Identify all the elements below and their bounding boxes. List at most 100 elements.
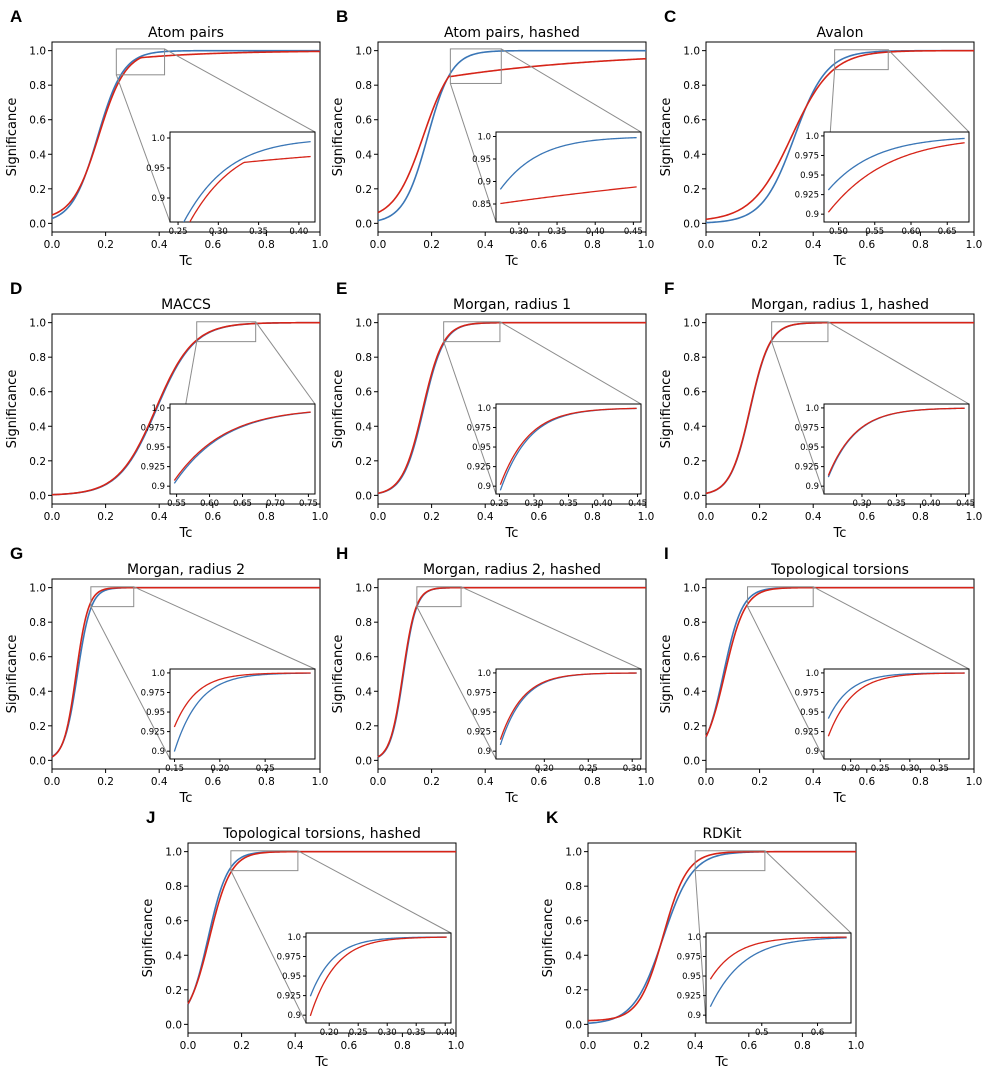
y-tick-label: 0.4 bbox=[683, 149, 700, 161]
inset-x-tick-label: 0.35 bbox=[548, 227, 567, 237]
y-axis-label: Significance bbox=[5, 370, 20, 449]
inset-x-tick-label: 0.70 bbox=[266, 499, 285, 509]
inset-x-tick-label: 0.65 bbox=[938, 227, 957, 237]
y-tick-label: 1.0 bbox=[29, 318, 46, 330]
zoom-connector bbox=[133, 586, 316, 670]
x-tick-label: 1.0 bbox=[848, 1040, 865, 1052]
x-axis-label: Tc bbox=[715, 1055, 729, 1070]
panel-letter: I bbox=[664, 544, 669, 563]
x-tick-label: 0.8 bbox=[912, 511, 929, 523]
series-blue bbox=[377, 49, 646, 222]
x-tick-label: 0.2 bbox=[97, 511, 114, 523]
inset-axes: 0.50 0.55 0.60 0.65 0.9 0.925 0.95 0.975 1.0 bbox=[795, 131, 970, 237]
x-tick-label: 0.4 bbox=[805, 239, 822, 251]
y-tick-label: 0.8 bbox=[355, 617, 372, 629]
y-tick-label: 0.2 bbox=[683, 721, 700, 733]
inset-y-tick-label: 0.9 bbox=[477, 747, 491, 757]
inset-series-blue bbox=[499, 136, 637, 190]
x-axis-label: Tc bbox=[179, 791, 193, 806]
inset-y-tick-label: 0.95 bbox=[800, 708, 819, 718]
panel-d: D MACCS 0.0 0.2 0.4 0.6 0.8 1.0 0.0 0.2 0.4 0.6 0.8 1… bbox=[5, 279, 328, 541]
x-tick-label: 0.6 bbox=[530, 511, 547, 523]
panel-h: H Morgan, radius 2, hashed 0.0 0.2 0.4 0.6 0.8… bbox=[331, 544, 654, 806]
inset-series-red bbox=[189, 155, 311, 222]
axes-frame bbox=[587, 842, 857, 1034]
y-tick-label: 0.4 bbox=[355, 686, 372, 698]
x-axis-label: Tc bbox=[833, 791, 847, 806]
zoom-connector bbox=[812, 586, 970, 670]
y-tick-label: 0.0 bbox=[683, 490, 700, 502]
panel-title: Atom pairs bbox=[148, 25, 224, 41]
panel-title: Morgan, radius 2 bbox=[127, 562, 245, 578]
inset-y-tick-label: 0.9 bbox=[151, 194, 165, 204]
inset-y-tick-label: 0.925 bbox=[795, 728, 819, 738]
x-tick-label: 1.0 bbox=[312, 239, 329, 251]
x-tick-label: 0.0 bbox=[370, 239, 387, 251]
y-tick-label: 0.0 bbox=[29, 755, 46, 767]
y-tick-label: 0.6 bbox=[29, 115, 46, 127]
inset-x-tick-label: 0.35 bbox=[887, 499, 906, 509]
inset-y-tick-label: 1.0 bbox=[151, 404, 165, 414]
y-tick-label: 0.0 bbox=[355, 218, 372, 230]
y-axis-label: Significance bbox=[331, 98, 346, 177]
x-tick-label: 0.6 bbox=[204, 511, 221, 523]
x-tick-label: 0.4 bbox=[687, 1040, 704, 1052]
inset-series-red bbox=[173, 411, 311, 481]
inset-x-tick-label: 0.6 bbox=[811, 1028, 825, 1038]
inset-x-tick-label: 0.25 bbox=[490, 499, 509, 509]
panel-letter: H bbox=[336, 544, 348, 563]
y-tick-label: 0.0 bbox=[683, 218, 700, 230]
inset-y-tick-label: 0.925 bbox=[795, 191, 819, 201]
series-red bbox=[705, 321, 974, 495]
inset-frame bbox=[495, 668, 642, 760]
inset-x-tick-label: 0.60 bbox=[200, 499, 219, 509]
y-tick-label: 0.4 bbox=[355, 149, 372, 161]
x-tick-label: 1.0 bbox=[638, 776, 655, 788]
y-tick-label: 1.0 bbox=[565, 847, 582, 859]
inset-frame bbox=[169, 403, 316, 495]
y-tick-label: 0.6 bbox=[355, 387, 372, 399]
panel-c: C Avalon 0.0 0.2 0.4 0.6 0.8 1.0 0.0 0.2 0.4 0.6 0.8… bbox=[659, 7, 982, 269]
series-red bbox=[51, 321, 321, 496]
x-tick-label: 0.0 bbox=[44, 239, 61, 251]
x-tick-label: 0.6 bbox=[858, 776, 875, 788]
y-tick-label: 0.8 bbox=[565, 881, 582, 893]
inset-y-tick-label: 0.95 bbox=[800, 171, 819, 181]
inset-y-tick-label: 0.9 bbox=[477, 482, 491, 492]
x-tick-label: 0.4 bbox=[477, 776, 494, 788]
inset-y-tick-label: 1.0 bbox=[477, 404, 491, 414]
inset-series-red bbox=[709, 936, 847, 980]
x-tick-label: 0.6 bbox=[530, 776, 547, 788]
x-tick-label: 0.4 bbox=[477, 511, 494, 523]
x-tick-label: 0.8 bbox=[394, 1040, 411, 1052]
inset-x-tick-label: 0.20 bbox=[535, 764, 554, 774]
zoom-connector bbox=[764, 850, 852, 934]
y-tick-label: 0.0 bbox=[565, 1019, 582, 1031]
zoom-connector bbox=[297, 850, 452, 934]
inset-y-tick-label: 0.95 bbox=[146, 164, 165, 174]
inset-x-tick-label: 0.20 bbox=[320, 1028, 339, 1038]
zoom-box bbox=[443, 321, 501, 343]
inset-y-tick-label: 1.0 bbox=[805, 132, 819, 142]
zoom-box bbox=[747, 586, 814, 608]
inset-x-tick-label: 0.5 bbox=[755, 1028, 769, 1038]
zoom-box bbox=[196, 321, 257, 343]
y-axis-label: Significance bbox=[5, 98, 20, 177]
panel-letter: A bbox=[10, 7, 22, 26]
inset-y-tick-label: 0.925 bbox=[677, 992, 701, 1002]
panel-letter: J bbox=[146, 808, 155, 827]
inset-y-tick-label: 0.95 bbox=[472, 443, 491, 453]
inset-y-tick-label: 1.0 bbox=[805, 404, 819, 414]
inset-x-tick-label: 0.35 bbox=[559, 499, 578, 509]
y-axis-label: Significance bbox=[5, 635, 20, 714]
inset-y-tick-label: 0.95 bbox=[472, 155, 491, 165]
zoom-connector bbox=[115, 74, 171, 223]
inset-axes: 0.20 0.25 0.30 0.9 0.925 0.95 0.975 1.0 bbox=[467, 668, 642, 774]
axes-frame bbox=[377, 313, 647, 505]
inset-x-tick-label: 0.25 bbox=[871, 764, 890, 774]
inset-x-tick-label: 0.35 bbox=[930, 764, 949, 774]
inset-x-tick-label: 0.55 bbox=[865, 227, 884, 237]
inset-x-tick-label: 0.45 bbox=[624, 227, 643, 237]
y-tick-label: 0.4 bbox=[683, 421, 700, 433]
